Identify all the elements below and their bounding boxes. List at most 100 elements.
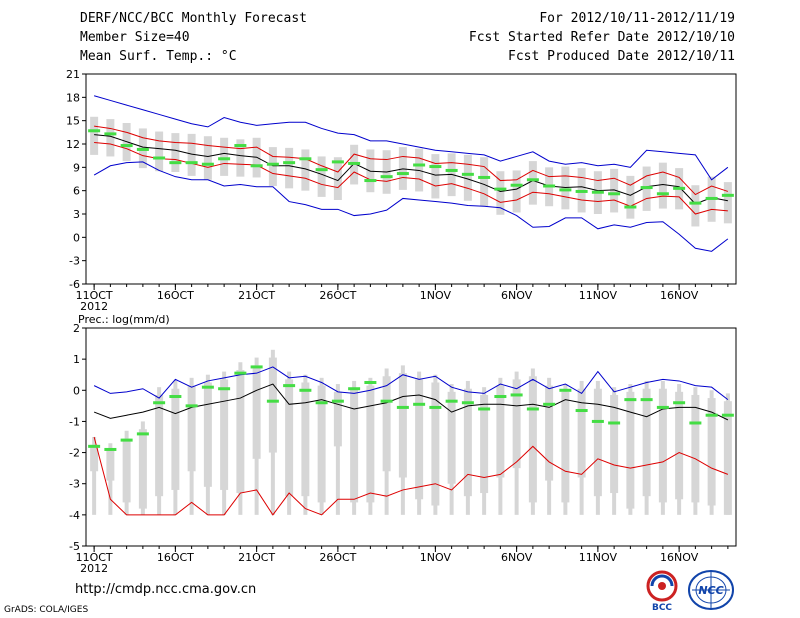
prec-member-box [398, 373, 407, 478]
prec-xtick-label: 11OCT [76, 551, 113, 564]
prec-ytick-label: -5 [69, 540, 80, 553]
temp-observed-marker [250, 164, 263, 168]
temp-observed-marker [494, 187, 507, 191]
prec-member-box [463, 388, 472, 497]
temp-xtick-label: 21OCT [238, 289, 275, 302]
temp-xtick-label: 11OCT [76, 289, 113, 302]
prec-member-box [187, 385, 196, 472]
bcc-logo-text: BCC [652, 603, 672, 612]
temp-upper-quartile-line [94, 125, 729, 196]
prec-xtick-label: 16OCT [157, 551, 194, 564]
temp-member-box [90, 116, 99, 155]
prec-member-box [252, 365, 261, 459]
temp-observed-marker [331, 160, 344, 164]
temp-observed-marker [153, 156, 166, 160]
prec-xtick-label: 16NOV [660, 551, 699, 564]
temp-ytick-label: 3 [73, 208, 80, 221]
temp-member-box [187, 133, 196, 176]
prec-member-box [301, 382, 310, 497]
precipitation-panel: -5 -4 -3 -2 -1 0 1 2 11OCT 16OCT 21OCT 26OCT 1NOV 6NO… [69, 322, 737, 575]
temp-observed-marker [88, 129, 101, 133]
temp-member-box [203, 136, 212, 180]
temp-observed-marker [136, 147, 149, 151]
prec-observed-marker [494, 395, 507, 399]
temp-xtick-label: 6NOV [501, 289, 533, 302]
temp-observed-marker [608, 192, 621, 196]
prec-member-box [90, 444, 99, 472]
prec-member-box [723, 401, 732, 515]
prec-max-line [93, 366, 729, 401]
temp-observed-marker [559, 188, 572, 192]
prec-observed-marker [624, 398, 637, 402]
member-size: Member Size=40 [80, 30, 190, 45]
prec-observed-marker [380, 399, 393, 403]
prec-ytick-label: 0 [73, 384, 80, 397]
prec-member-box [545, 385, 554, 481]
prec-observed-marker [169, 395, 182, 399]
prec-observed-marker [575, 409, 588, 413]
prec-observed-marker [120, 438, 133, 442]
prec-member-box [561, 391, 570, 503]
prec-member-box [691, 394, 700, 503]
ncc-logo-text: NCC [698, 584, 723, 597]
temp-member-box [236, 139, 245, 177]
temp-observed-marker [478, 175, 491, 179]
prec-member-box [268, 357, 277, 453]
temp-observed-marker [169, 161, 182, 165]
temp-observed-marker [413, 163, 426, 167]
prec-member-box [642, 388, 651, 497]
prec-observed-marker [153, 401, 166, 405]
prec-observed-marker [331, 399, 344, 403]
temp-observed-marker [104, 132, 117, 136]
forecast-started-date: Fcst Started Refer Date 2012/10/10 [468, 30, 735, 45]
temp-xtick-label: 16NOV [660, 289, 699, 302]
temp-observed-marker [526, 178, 539, 182]
temp-observed-marker [705, 196, 718, 200]
temp-observed-marker [656, 192, 669, 196]
temp-member-box [512, 170, 521, 213]
temp-xtick-label: 26OCT [319, 289, 356, 302]
prec-observed-marker [526, 407, 539, 411]
temp-observed-marker [461, 172, 474, 176]
prec-observed-marker [88, 444, 101, 448]
temp-ytick-label: 21 [66, 68, 80, 81]
prec-observed-marker [608, 421, 621, 425]
prec-observed-marker [640, 398, 653, 402]
prec-observed-marker [201, 385, 214, 389]
prec-member-box [512, 379, 521, 469]
temp-member-box [155, 131, 164, 172]
prec-observed-marker [673, 401, 686, 405]
prec-member-box [431, 382, 440, 506]
temp-xtick-label: 1NOV [420, 289, 452, 302]
temp-observed-marker [185, 161, 198, 165]
prec-member-box [122, 438, 131, 503]
temp-observed-marker [543, 184, 556, 188]
prec-member-box [480, 394, 489, 494]
prec-ytick-label: 2 [73, 322, 80, 335]
temperature-panel: -6 -3 0 3 6 9 12 15 18 21 11OCT 16OCT 21OCT 26OCT 1NOV… [66, 68, 737, 313]
temp-observed-marker [640, 186, 653, 190]
prec-observed-marker [185, 404, 198, 408]
prec-member-box [220, 379, 229, 490]
prec-observed-marker [234, 371, 247, 375]
temp-member-box [528, 161, 537, 205]
temp-ytick-label: 9 [73, 161, 80, 174]
prec-min-line [93, 436, 729, 516]
source-url[interactable]: http://cmdp.ncc.cma.gov.cn [75, 582, 257, 597]
prec-xtick-label: 26OCT [319, 551, 356, 564]
prec-xtick-label: 1NOV [420, 551, 452, 564]
temp-observed-marker [380, 175, 393, 179]
temp-member-box [106, 119, 115, 157]
temp-member-box [301, 149, 310, 191]
prec-member-range [335, 384, 340, 515]
temp-observed-marker [283, 161, 296, 165]
temp-plot-frame [85, 73, 737, 285]
prec-observed-marker [315, 401, 328, 405]
prec-member-box [496, 385, 505, 478]
prec-observed-marker [250, 365, 263, 369]
prec-observed-marker [591, 419, 604, 423]
prec-ytick-label: -1 [69, 415, 80, 428]
temp-member-box [463, 154, 472, 201]
prec-member-box [171, 388, 180, 490]
prec-member-box [658, 388, 667, 503]
